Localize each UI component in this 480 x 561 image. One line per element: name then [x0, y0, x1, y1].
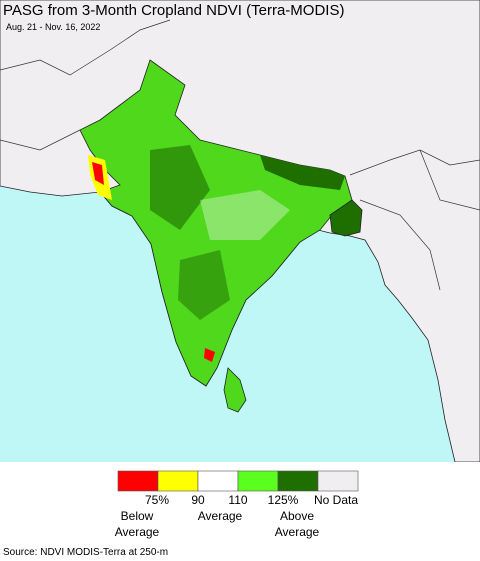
subtitle: Aug. 21 - Nov. 16, 2022	[6, 22, 100, 32]
ndvi-patches	[88, 145, 345, 362]
sri-lanka	[223, 367, 247, 413]
legend-group-label: Above	[280, 509, 314, 523]
legend: 75% 90 110 125% No Data Below Average Average Ab…	[115, 470, 359, 539]
legend-swatch	[277, 470, 319, 492]
legend-tick-label: No Data	[314, 493, 358, 507]
source: Source: NDVI MODIS-Terra at 250-m	[3, 547, 168, 558]
legend-swatch	[237, 470, 279, 492]
legend-group-label: Average	[275, 525, 320, 539]
bangladesh	[329, 199, 363, 237]
cropland-region	[79, 59, 353, 387]
legend-group-label: Average	[115, 525, 160, 539]
borders	[0, 19, 480, 291]
legend-swatch	[157, 470, 199, 492]
legend-group-label: Below	[121, 509, 154, 523]
legend-group-label: Average	[198, 509, 243, 523]
legend-swatch	[197, 470, 239, 492]
legend-tick-label: 125%	[268, 493, 299, 507]
legend-swatch	[117, 470, 159, 492]
legend-swatch	[317, 470, 359, 492]
legend-tick-label: 110	[228, 493, 247, 507]
legend-tick-label: 75%	[145, 493, 169, 507]
legend-tick-label: 90	[191, 493, 205, 507]
title: PASG from 3-Month Cropland NDVI (Terra-M…	[3, 2, 344, 19]
